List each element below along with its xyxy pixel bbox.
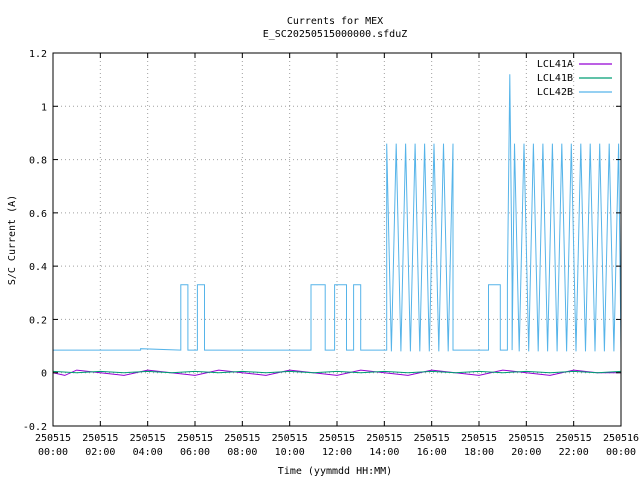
tick-layer: 250515 00:00 250515 02:00 250515 04:00 250515 0… <box>23 49 639 458</box>
x-tick-label-time: 02:00 <box>85 447 115 458</box>
series-layer <box>53 74 621 376</box>
series-line-lcl41b <box>53 370 621 374</box>
legend-label: LCL41A <box>537 59 573 70</box>
x-tick-label-time: 08:00 <box>227 447 257 458</box>
y-tick-label: 0.8 <box>29 156 47 167</box>
legend-label: LCL41B <box>537 73 573 84</box>
x-tick-label-date: 250515 <box>508 433 544 444</box>
x-tick-label-time: 00:00 <box>606 447 636 458</box>
x-tick-label-date: 250515 <box>177 433 213 444</box>
y-tick-label: 0.2 <box>29 315 47 326</box>
x-tick-label-date: 250515 <box>461 433 497 444</box>
x-axis-label: Time (yymmdd HH:MM) <box>278 466 392 477</box>
x-tick-label-date: 250516 <box>603 433 639 444</box>
x-tick-label-date: 250515 <box>35 433 71 444</box>
chart-title: Currents for MEX <box>287 16 383 27</box>
y-axis-label: S/C Current (A) <box>7 195 18 285</box>
x-tick-label-date: 250515 <box>414 433 450 444</box>
legend: LCL41A LCL41B LCL42B <box>537 59 612 98</box>
y-tick-label: -0.2 <box>23 422 47 433</box>
x-tick-label-time: 10:00 <box>275 447 305 458</box>
x-tick-label-date: 250515 <box>130 433 166 444</box>
series-line-lcl41a <box>53 369 621 376</box>
chart-subtitle: E_SC20250515000000.sfduZ <box>263 29 408 40</box>
x-tick-label-date: 250515 <box>319 433 355 444</box>
x-tick-label-time: 20:00 <box>511 447 541 458</box>
y-tick-label: 0.4 <box>29 262 47 273</box>
grid-layer <box>53 53 621 426</box>
x-tick-label-time: 14:00 <box>369 447 399 458</box>
x-tick-label-time: 12:00 <box>322 447 352 458</box>
x-tick-label-time: 22:00 <box>559 447 589 458</box>
x-tick-label-time: 04:00 <box>133 447 163 458</box>
x-tick-label-date: 250515 <box>224 433 260 444</box>
x-tick-label-date: 250515 <box>366 433 402 444</box>
legend-label: LCL42B <box>537 87 573 98</box>
y-tick-label: 1 <box>41 102 47 113</box>
y-tick-label: 1.2 <box>29 49 47 60</box>
x-tick-label-time: 18:00 <box>464 447 494 458</box>
y-tick-label: 0 <box>41 369 47 380</box>
x-tick-label-date: 250515 <box>272 433 308 444</box>
x-tick-label-date: 250515 <box>556 433 592 444</box>
x-tick-label-time: 06:00 <box>180 447 210 458</box>
x-tick-label-date: 250515 <box>82 433 118 444</box>
series-line-lcl42b <box>53 74 621 352</box>
x-tick-label-time: 16:00 <box>417 447 447 458</box>
x-tick-label-time: 00:00 <box>38 447 68 458</box>
y-tick-label: 0.6 <box>29 209 47 220</box>
